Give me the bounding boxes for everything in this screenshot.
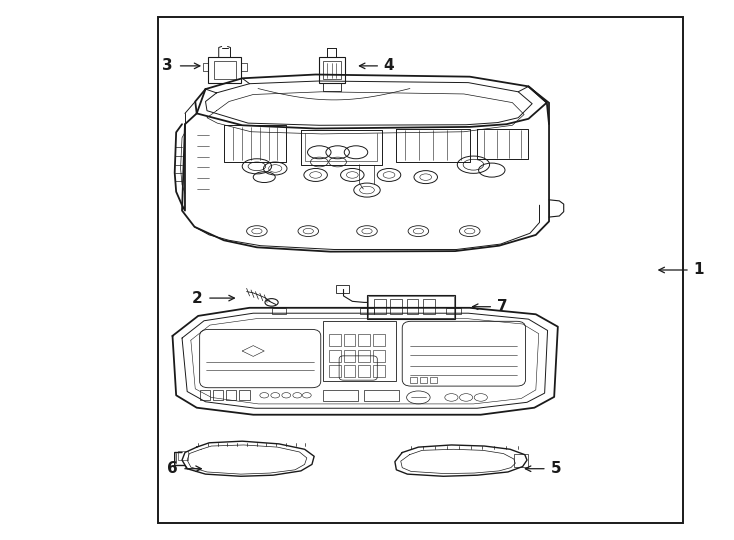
Text: 6: 6 [167, 461, 178, 476]
Text: 1: 1 [694, 262, 704, 278]
Bar [344, 350, 355, 362]
Bar [178, 451, 188, 460]
Bar [344, 334, 355, 346]
Bar [323, 321, 396, 381]
Bar [446, 308, 461, 314]
Text: 3: 3 [162, 58, 172, 73]
Bar [329, 365, 341, 377]
Bar [410, 377, 417, 383]
Bar [367, 295, 455, 319]
Bar [360, 308, 374, 314]
Bar [364, 390, 399, 401]
Bar [373, 365, 385, 377]
Bar [373, 350, 385, 362]
Bar [344, 365, 355, 377]
Text: 4: 4 [384, 58, 394, 73]
Bar [368, 296, 454, 318]
Bar [329, 334, 341, 346]
Bar [358, 334, 370, 346]
Text: 2: 2 [192, 291, 202, 306]
Bar [358, 365, 370, 377]
Bar [323, 61, 341, 79]
Bar [272, 308, 286, 314]
Text: 7: 7 [498, 299, 508, 314]
Bar [226, 390, 236, 400]
Bar [358, 350, 370, 362]
Bar [323, 390, 358, 401]
Bar [423, 299, 435, 314]
Bar [214, 61, 236, 79]
Bar [239, 390, 250, 400]
Bar [319, 57, 345, 83]
Bar [336, 285, 349, 293]
Bar [329, 350, 341, 362]
Bar [208, 57, 241, 83]
Bar [158, 17, 683, 523]
Bar [420, 377, 427, 383]
Bar [374, 299, 386, 314]
Bar [390, 299, 402, 314]
Bar [373, 334, 385, 346]
Bar [200, 390, 210, 400]
Bar [407, 299, 418, 314]
Bar [213, 390, 223, 400]
Bar [514, 454, 528, 467]
Text: 5: 5 [551, 461, 562, 476]
Bar [430, 377, 437, 383]
